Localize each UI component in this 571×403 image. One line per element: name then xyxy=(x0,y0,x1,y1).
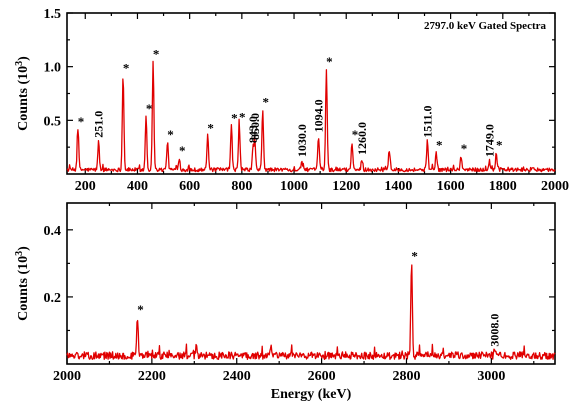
y-tick-label: 0.2 xyxy=(44,291,62,306)
x-tick-label: 1400 xyxy=(384,179,412,194)
x-tick-label: 3000 xyxy=(477,369,505,384)
x-tick-label: 800 xyxy=(231,179,252,194)
chart-title: 2797.0 keV Gated Spectra xyxy=(424,20,547,32)
y-tick-label: 0.4 xyxy=(44,224,62,239)
y-tick-label: 1.5 xyxy=(44,7,62,22)
x-tick-label: 2400 xyxy=(223,369,251,384)
peak-marker: * xyxy=(207,120,214,135)
y-axis-label: Counts (103) xyxy=(14,56,31,131)
peak-energy-label: 850.0 xyxy=(248,113,262,140)
peak-marker: * xyxy=(326,54,333,69)
peak-marker: * xyxy=(262,95,269,110)
peak-marker: * xyxy=(231,111,238,126)
x-tick-label: 2800 xyxy=(392,369,420,384)
peak-energy-label: 1749.0 xyxy=(482,124,496,157)
spectrum-trace xyxy=(66,60,556,173)
x-tick-label: 2600 xyxy=(308,369,336,384)
peak-marker: * xyxy=(78,114,85,129)
peak-marker: * xyxy=(153,46,160,61)
peak-energy-label: 1260.0 xyxy=(355,122,369,155)
spectrum-trace xyxy=(66,264,556,361)
peak-marker: * xyxy=(436,138,443,153)
peak-marker: * xyxy=(146,101,153,116)
y-axis-label: Counts (103) xyxy=(14,246,31,321)
x-tick-label: 1200 xyxy=(332,179,360,194)
peak-marker: * xyxy=(496,138,503,153)
plot-frame xyxy=(66,202,556,365)
peak-marker: * xyxy=(411,248,418,263)
top-spectrum-panel: 200 400 600 800 1000 1200 1400 1600 1800 2000 0.5 1… xyxy=(14,7,569,194)
peak-energy-label: 1094.0 xyxy=(312,99,326,132)
peak-marker: * xyxy=(239,110,246,125)
peak-marker: * xyxy=(167,127,174,142)
x-tick-label: 400 xyxy=(127,179,148,194)
x-tick-label: 2000 xyxy=(541,179,569,194)
x-tick-label: 2000 xyxy=(53,369,81,384)
x-axis-label: Energy (keV) xyxy=(271,387,352,402)
peak-marker: * xyxy=(461,141,468,156)
peak-marker: * xyxy=(352,127,359,142)
peak-marker: * xyxy=(123,60,130,75)
peak-marker: * xyxy=(179,143,186,158)
y-tick-label: 1.0 xyxy=(44,61,62,76)
x-tick-label: 200 xyxy=(75,179,96,194)
x-tick-label: 600 xyxy=(179,179,200,194)
peak-energy-label: 1030.0 xyxy=(295,124,309,157)
peak-energy-label: 251.0 xyxy=(92,111,106,138)
x-tick-label: 1800 xyxy=(489,179,517,194)
peak-energy-label: 3008.0 xyxy=(488,314,502,347)
x-tick-label: 1000 xyxy=(280,179,308,194)
bottom-spectrum-panel: 2000 2200 2400 2600 2800 3000 0.2 0.4 Counts (10… xyxy=(14,202,556,402)
y-tick-label: 0.5 xyxy=(44,114,62,129)
x-tick-label: 1600 xyxy=(437,179,465,194)
peak-marker: * xyxy=(137,302,144,317)
peak-energy-label: 843.0 xyxy=(246,116,260,143)
x-tick-label: 2200 xyxy=(138,369,166,384)
peak-energy-label: 1511.0 xyxy=(420,105,434,137)
